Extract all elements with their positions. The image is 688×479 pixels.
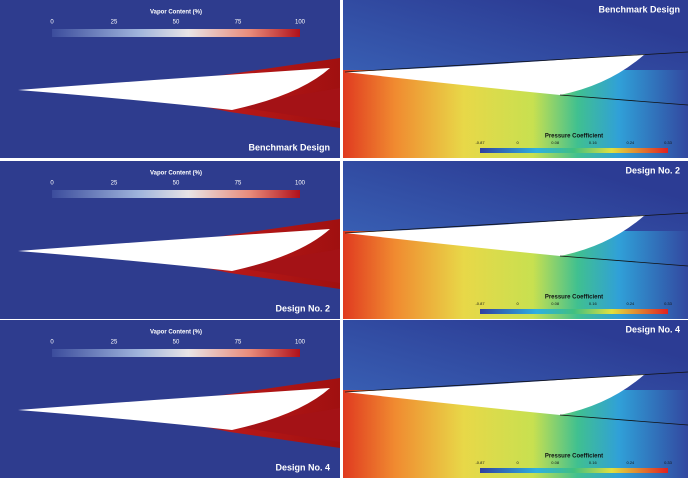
colorbar-tick: 0.16 <box>589 301 598 306</box>
colorbar-title: Vapor Content (%) <box>150 330 202 336</box>
colorbar-title: Pressure Coefficient <box>545 454 603 460</box>
colorbar-tick: 25 <box>111 340 118 346</box>
colorbar-tick: 0.08 <box>551 301 560 306</box>
colorbar-title: Vapor Content (%) <box>150 10 202 16</box>
colorbar-tick: 75 <box>235 340 242 346</box>
colorbar-title: Pressure Coefficient <box>545 134 603 140</box>
design-label: Design No. 4 <box>625 324 680 334</box>
colorbar-tick: 100 <box>295 181 306 187</box>
colorbar-tick: -0.87 <box>475 460 485 465</box>
design-label: Design No. 2 <box>625 165 680 175</box>
colorbar-tick: 0.33 <box>664 460 673 465</box>
colorbar-tick: 75 <box>235 20 242 26</box>
vapor-colorbar <box>52 29 300 37</box>
design-label: Design No. 4 <box>275 462 330 472</box>
colorbar-tick: 0.33 <box>664 140 673 145</box>
colorbar-tick: 0.08 <box>551 140 560 145</box>
pressure-colorbar <box>480 148 668 153</box>
colorbar-tick: 75 <box>235 181 242 187</box>
design-label: Design No. 2 <box>275 303 330 313</box>
colorbar-tick: 50 <box>173 340 180 346</box>
colorbar-tick: 0.08 <box>551 460 560 465</box>
colorbar-tick: 0.33 <box>664 301 673 306</box>
colorbar-tick: -0.87 <box>475 301 485 306</box>
colorbar-tick: 0.24 <box>627 301 636 306</box>
design-label: Benchmark Design <box>248 142 330 152</box>
colorbar-tick: 0.24 <box>627 140 636 145</box>
colorbar-tick: 100 <box>295 340 306 346</box>
colorbar-tick: 0.16 <box>589 460 598 465</box>
colorbar-title: Vapor Content (%) <box>150 171 202 177</box>
vapor-colorbar <box>52 349 300 357</box>
pressure-colorbar <box>480 468 668 473</box>
figure: Vapor Content (%)0255075100Benchmark Des… <box>0 0 688 479</box>
colorbar-tick: -0.87 <box>475 140 485 145</box>
colorbar-tick: 0.16 <box>589 140 598 145</box>
colorbar-tick: 25 <box>111 181 118 187</box>
pressure-colorbar <box>480 309 668 314</box>
colorbar-tick: 100 <box>295 20 306 26</box>
colorbar-tick: 25 <box>111 20 118 26</box>
vapor-colorbar <box>52 190 300 198</box>
colorbar-title: Pressure Coefficient <box>545 295 603 301</box>
colorbar-tick: 0.24 <box>627 460 636 465</box>
design-label: Benchmark Design <box>598 4 680 14</box>
colorbar-tick: 50 <box>173 181 180 187</box>
colorbar-tick: 50 <box>173 20 180 26</box>
